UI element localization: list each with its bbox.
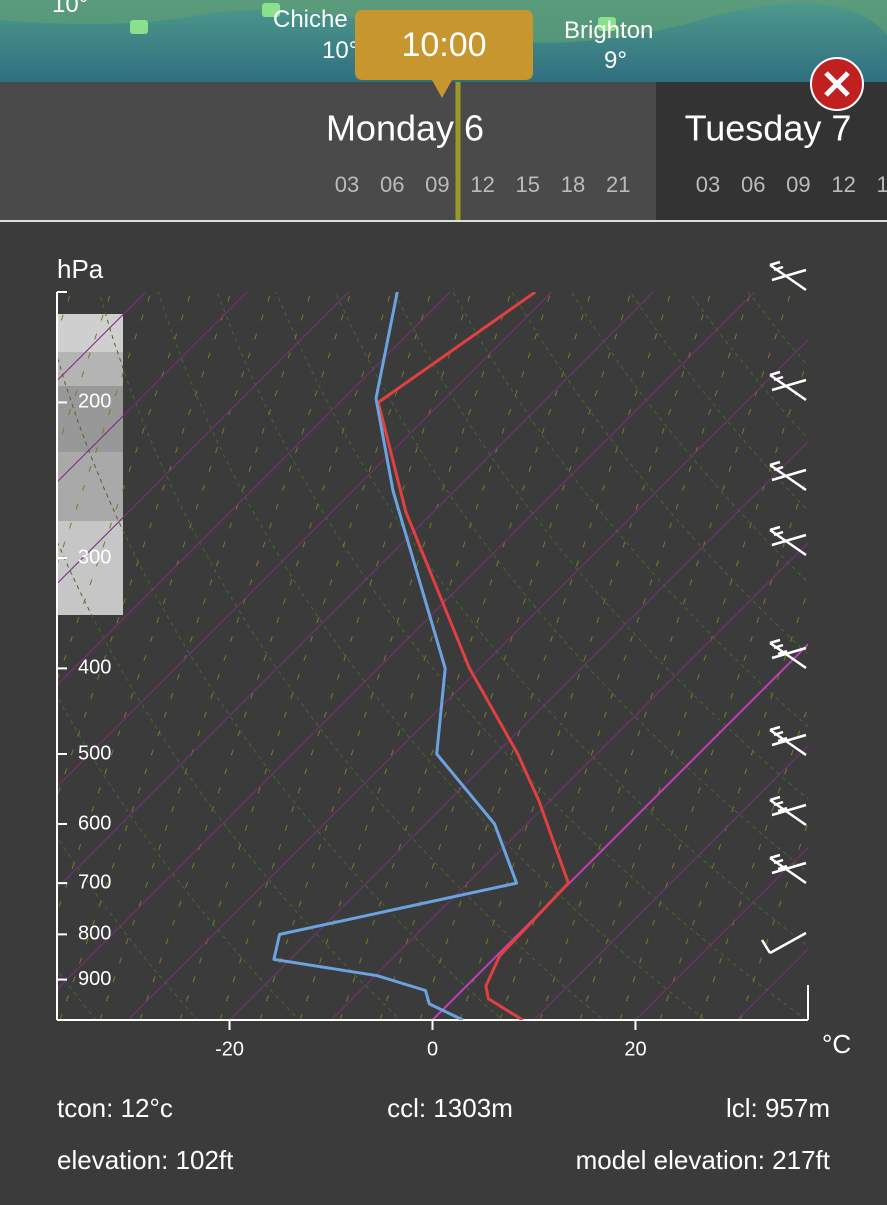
hour-label: 09: [786, 172, 810, 197]
y-tick-label: 400: [78, 657, 111, 679]
wind-barb: [770, 372, 806, 400]
cloud-layer: [57, 314, 123, 352]
current-time: 10:00: [401, 26, 486, 64]
ccl: ccl: 1303m: [387, 1093, 513, 1123]
cloud-layer: [57, 352, 123, 386]
y-tick-label: 700: [78, 871, 111, 893]
profile-line: [378, 292, 568, 1020]
hour-label: 03: [696, 172, 720, 197]
grid-line: [635, 272, 887, 1020]
hour-label: 06: [741, 172, 765, 197]
mixing-line: [220, 92, 540, 1020]
wind-barb: [770, 727, 806, 755]
map-label: 10°: [322, 37, 358, 64]
profile-line: [274, 292, 517, 1020]
y-tick-label: 200: [78, 391, 111, 413]
isotherm: [331, 272, 887, 1020]
wind-barb: [770, 527, 806, 555]
isotherm: [0, 272, 64, 1020]
map-label: Brighton: [564, 17, 653, 44]
mixing-line: [380, 92, 700, 1020]
hour-label: 18: [561, 172, 585, 197]
hour-label: 09: [425, 172, 449, 197]
mixing-line: [460, 92, 780, 1020]
isotherm: [128, 272, 876, 1020]
lcl: lcl: 957m: [726, 1093, 830, 1123]
isotherm: [0, 272, 267, 1020]
hour-label: 03: [335, 172, 359, 197]
mixing-line: [620, 92, 887, 1020]
hour-label: 15: [877, 172, 887, 197]
mixing-line: [0, 92, 300, 1020]
map-label: Chiche: [273, 6, 348, 33]
wind-barb: [770, 462, 806, 490]
mixing-line: [260, 92, 580, 1020]
dry-adiabat: [748, 292, 887, 1039]
wind-barb: [762, 933, 806, 953]
x-tick-label: 20: [624, 1038, 646, 1060]
hour-label: 21: [606, 172, 630, 197]
y-tick-label: 300: [78, 546, 111, 568]
y-tick-label: 800: [78, 923, 111, 945]
hour-label: 15: [516, 172, 540, 197]
mixing-line: [100, 92, 420, 1020]
mixing-line: [0, 92, 260, 1020]
mixing-line: [420, 92, 740, 1020]
map-label: 10°: [52, 0, 88, 18]
y-tick-label: 500: [78, 742, 111, 764]
day-label: Tuesday 7: [685, 108, 852, 149]
dry-adiabat: [453, 292, 887, 1039]
model-elevation: model elevation: 217ft: [576, 1145, 831, 1175]
isotherm: [838, 272, 887, 1020]
hour-label: 12: [831, 172, 855, 197]
map-label: 9°: [604, 47, 627, 74]
cloud-layer: [57, 452, 123, 521]
camera-icon: [130, 20, 148, 34]
wind-barb: [770, 262, 806, 290]
mixing-line: [180, 92, 500, 1020]
x-tick-label: 0: [427, 1038, 438, 1060]
dry-adiabat: [866, 292, 887, 1039]
hour-label: 06: [380, 172, 404, 197]
elevation: elevation: 102ft: [57, 1145, 234, 1175]
x-axis-label: °C: [822, 1029, 851, 1059]
y-tick-label: 900: [78, 968, 111, 990]
y-axis-label: hPa: [57, 254, 104, 284]
wind-barb: [770, 797, 806, 825]
dry-adiabat: [0, 292, 317, 1039]
day-label: Monday 6: [326, 108, 484, 149]
mixing-line: [500, 92, 820, 1020]
wind-barb: [770, 855, 806, 883]
isotherm: [534, 272, 887, 1020]
grid-line: [433, 272, 887, 1020]
mixing-line: [540, 92, 860, 1020]
dry-adiabat: [807, 292, 887, 1039]
mixing-line: [340, 92, 660, 1020]
timeline-bar: [0, 82, 656, 220]
dry-adiabat: [276, 292, 887, 1039]
hour-label: 12: [470, 172, 494, 197]
dry-adiabat: [512, 292, 887, 1039]
wind-barbs: [762, 262, 806, 953]
x-tick-label: -20: [215, 1038, 244, 1060]
mixing-line: [740, 92, 887, 1020]
dry-adiabat: [630, 292, 887, 1039]
mixing-line: [700, 92, 887, 1020]
y-tick-label: 600: [78, 812, 111, 834]
tcon: tcon: 12°c: [57, 1093, 173, 1123]
mixing-line: [580, 92, 887, 1020]
